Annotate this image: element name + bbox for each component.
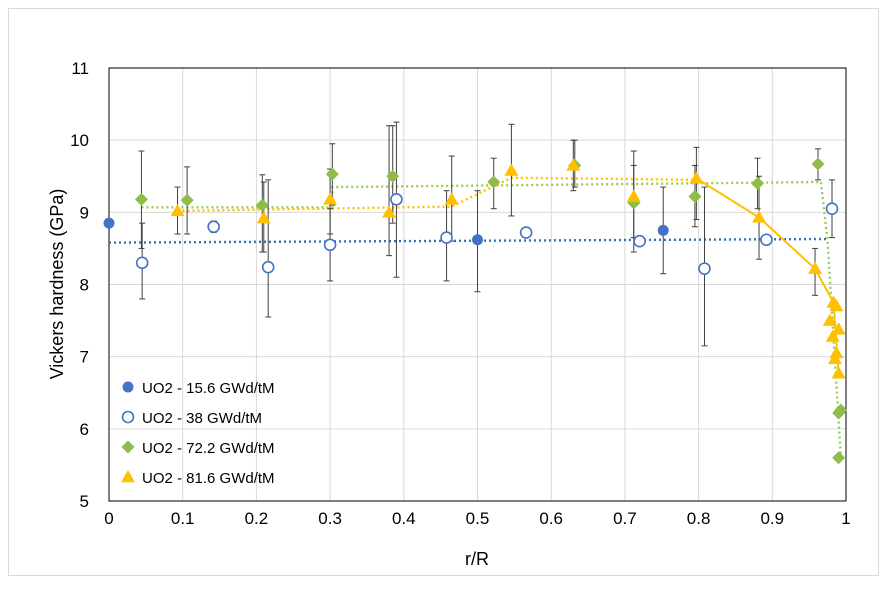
data-point [752, 210, 767, 223]
figure-border [8, 8, 879, 576]
x-tick-label: 0.8 [687, 509, 711, 528]
legend-label: UO2 - 81.6 GWd/tM [142, 470, 275, 487]
data-points [103, 157, 848, 465]
data-point [180, 193, 194, 207]
data-point [760, 233, 773, 247]
data-point [170, 203, 185, 217]
data-point [832, 451, 846, 465]
legend-label: UO2 - 38 GWd/tM [142, 410, 262, 427]
y-tick-label: 10 [70, 131, 89, 150]
data-point [255, 198, 269, 212]
x-tick-label: 0.5 [466, 509, 490, 528]
data-point [519, 226, 533, 239]
data-point [689, 171, 704, 184]
trend-line [141, 180, 842, 457]
data-point [261, 260, 275, 274]
data-point [829, 346, 844, 359]
data-point [323, 238, 337, 252]
x-tick-label: 0.6 [539, 509, 563, 528]
x-tick-label: 0.1 [171, 509, 195, 528]
data-point [390, 193, 403, 206]
legend: UO2 - 15.6 GWd/tM UO2 - 38 GWd/tM UO2 - 72… [121, 380, 275, 487]
data-point [386, 169, 400, 183]
y-tick-label: 8 [80, 276, 89, 295]
data-point [808, 261, 823, 274]
data-point [751, 176, 765, 190]
data-point [487, 175, 501, 189]
data-point [811, 157, 825, 171]
x-tick-label: 0.9 [760, 509, 784, 528]
legend-label: UO2 - 72.2 GWd/tM [142, 440, 275, 457]
legend-marker [121, 410, 135, 424]
data-point [444, 192, 459, 205]
y-tick-label: 7 [80, 348, 89, 367]
x-tick-label: 0.3 [318, 509, 342, 528]
legend-marker [121, 470, 135, 483]
legend-label: UO2 - 15.6 GWd/tM [142, 380, 275, 397]
x-tick-label: 1 [841, 509, 850, 528]
plot-area-border [108, 67, 847, 502]
data-point [472, 234, 483, 246]
data-point [827, 351, 842, 365]
data-point [831, 322, 846, 335]
data-point [135, 256, 149, 270]
data-point [566, 158, 581, 171]
data-point [256, 211, 271, 224]
data-point [103, 217, 115, 229]
data-point [822, 313, 837, 326]
data-point [440, 231, 453, 244]
y-tick-label: 9 [80, 203, 89, 222]
x-axis-title: r/R [465, 549, 489, 569]
legend-marker [122, 381, 134, 393]
tick-labels: 0 0.1 0.2 0.3 0.4 0.5 0.6 0.7 0.8 0.9 1 5 6 7 8 9 10 11 [70, 59, 851, 528]
y-tick-label: 5 [80, 492, 89, 511]
data-point [825, 329, 840, 342]
x-tick-label: 0 [104, 509, 113, 528]
data-point [698, 262, 711, 275]
data-point [825, 202, 839, 216]
y-tick-label: 11 [71, 59, 89, 78]
x-tick-label: 0.2 [245, 509, 269, 528]
legend-marker [121, 440, 135, 454]
data-point [688, 189, 702, 203]
data-point [657, 224, 669, 236]
data-point [504, 163, 519, 176]
data-point [626, 189, 641, 202]
data-point [323, 192, 338, 205]
data-point [834, 403, 848, 417]
y-tick-label: 6 [80, 420, 89, 439]
data-point [829, 299, 844, 312]
x-tick-label: 0.7 [613, 509, 637, 528]
data-point [382, 205, 397, 218]
y-axis-title: Vickers hardness (GPa) [47, 189, 67, 380]
x-tick-label: 0.4 [392, 509, 416, 528]
data-point [207, 220, 220, 234]
data-point [134, 192, 148, 206]
data-point [325, 167, 339, 181]
data-point [831, 366, 846, 379]
data-point [633, 234, 646, 248]
